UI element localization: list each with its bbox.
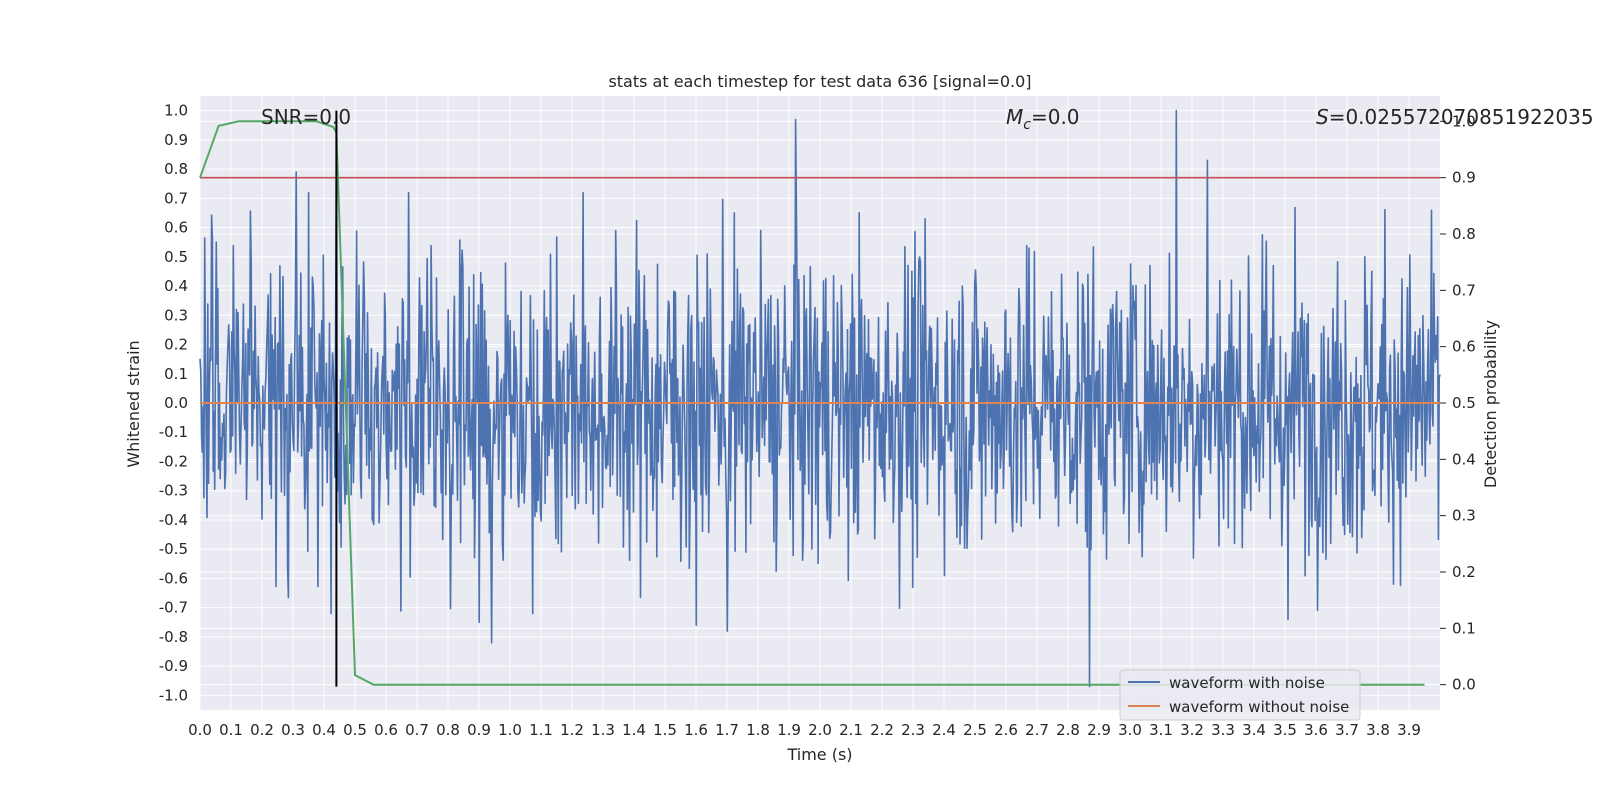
y-tick-label-left: -1.0 [159, 686, 188, 704]
series-detection-probability [199, 120, 1425, 686]
y-tick-label-left: 0.0 [164, 394, 188, 412]
y-tick-label-left: -0.2 [159, 452, 188, 470]
x-axis: 0.0 0.1 0.2 0.3 0.4 0.5 0.6 0.7 0.8 0.9 1.0 1.1 1.2 1… [188, 721, 1421, 739]
s-symbol: S [1316, 105, 1329, 129]
y-tick-label-left: 0.1 [164, 365, 188, 383]
y-tick-label-right: 0.3 [1452, 507, 1476, 525]
x-tick-label: 1.4 [622, 721, 646, 739]
legend-label-noisy: waveform with noise [1169, 674, 1325, 692]
legend-box [1119, 669, 1361, 721]
x-tick-label: 1.3 [591, 721, 615, 739]
x-tick-label: 1.7 [715, 721, 739, 739]
x-tick-label: 0.8 [436, 721, 460, 739]
x-tick-label: 1.9 [777, 721, 801, 739]
y-axis-right: 1.0 0.9 0.8 0.7 0.6 0.5 0.4 0.3 0.2 0.1 0.0 [1440, 112, 1476, 694]
x-tick-label: 0.4 [312, 721, 336, 739]
legend-label-clean: waveform without noise [1169, 698, 1349, 716]
x-tick-label: 1.5 [653, 721, 677, 739]
x-tick-label: 0.1 [219, 721, 243, 739]
y-tick-label-right: 0.7 [1452, 281, 1476, 299]
y-tick-label-left: -0.7 [159, 599, 188, 617]
x-tick-label: 0.6 [374, 721, 398, 739]
y-tick-label-right: 0.9 [1452, 169, 1476, 187]
y-tick-label-left: 0.2 [164, 336, 188, 354]
x-tick-label: 3.9 [1397, 721, 1421, 739]
x-tick-label: 2.3 [901, 721, 925, 739]
y-tick-label-left: 0.6 [164, 219, 188, 237]
chirp-mass-value: =0.0 [1031, 105, 1080, 129]
x-tick-label: 3.6 [1304, 721, 1328, 739]
y-tick-label-right: 0.1 [1452, 619, 1476, 637]
x-tick-label: 3.3 [1211, 721, 1235, 739]
y-tick-label-left: -0.1 [159, 423, 188, 441]
x-tick-label: 3.7 [1335, 721, 1359, 739]
x-tick-label: 2.0 [808, 721, 832, 739]
chart-title: stats at each timestep for test data 636… [608, 72, 1031, 91]
y-tick-label-right: 0.4 [1452, 450, 1476, 468]
x-tick-label: 1.0 [498, 721, 522, 739]
y-tick-label-left: -0.5 [159, 540, 188, 558]
chirp-mass-subscript: c [1023, 117, 1031, 133]
x-tick-label: 0.5 [343, 721, 367, 739]
x-tick-label: 0.3 [281, 721, 305, 739]
x-tick-label: 2.9 [1087, 721, 1111, 739]
x-tick-label: 2.2 [870, 721, 894, 739]
y-tick-label-left: 1.0 [164, 102, 188, 120]
y-tick-label-left: -0.3 [159, 482, 188, 500]
chirp-mass-symbol: M [1006, 105, 1023, 129]
x-tick-label: 3.5 [1273, 721, 1297, 739]
snr-annotation: SNR=0.0 [261, 105, 351, 129]
x-tick-label: 1.2 [560, 721, 584, 739]
y-tick-label-right: 0.8 [1452, 225, 1476, 243]
x-tick-label: 3.8 [1366, 721, 1390, 739]
x-tick-label: 1.6 [684, 721, 708, 739]
x-tick-label: 2.1 [839, 721, 863, 739]
y-axis-left: 1.0 0.9 0.8 0.7 0.6 0.5 0.4 0.3 0.2 0.1 0.0 -0.1 -0.… [159, 102, 188, 705]
x-tick-label: 2.5 [963, 721, 987, 739]
y-axis-left-label: Whitened strain [124, 340, 143, 467]
y-tick-label-right: 0.6 [1452, 338, 1476, 356]
x-tick-label: 1.1 [529, 721, 553, 739]
series-group [199, 109, 1441, 688]
x-tick-label: 2.7 [1025, 721, 1049, 739]
x-tick-label: 2.8 [1056, 721, 1080, 739]
y-tick-label-right: 1.0 [1452, 112, 1476, 130]
x-tick-label: 0.2 [250, 721, 274, 739]
y-tick-label-left: -0.6 [159, 569, 188, 587]
s-value: =0.025572070851922035 [1329, 105, 1594, 129]
x-tick-label: 0.0 [188, 721, 212, 739]
x-tick-label: 3.4 [1242, 721, 1266, 739]
x-tick-label: 3.2 [1180, 721, 1204, 739]
x-tick-label: 2.4 [932, 721, 956, 739]
y-tick-label-left: 0.8 [164, 160, 188, 178]
y-tick-label-right: 0.5 [1452, 394, 1476, 412]
x-tick-label: 1.8 [746, 721, 770, 739]
x-tick-label: 2.6 [994, 721, 1018, 739]
y-tick-label-left: -0.9 [159, 657, 188, 675]
x-tick-label: 0.9 [467, 721, 491, 739]
chirp-mass-annotation: Mc=0.0 [1006, 105, 1080, 133]
y-tick-label-right: 0.2 [1452, 563, 1476, 581]
y-axis-right-label: Detection probability [1481, 320, 1500, 488]
x-tick-label: 0.7 [405, 721, 429, 739]
legend: waveform with noise waveform without noi… [1119, 669, 1361, 721]
x-axis-label: Time (s) [786, 745, 852, 764]
x-tick-label: 3.0 [1118, 721, 1142, 739]
x-tick-label: 3.1 [1149, 721, 1173, 739]
s-annotation: S=0.025572070851922035 [1316, 105, 1594, 129]
y-tick-label-right: 0.0 [1452, 676, 1476, 694]
y-tick-label-left: 0.3 [164, 306, 188, 324]
series-waveform-with-noise [199, 109, 1441, 688]
y-tick-label-left: 0.5 [164, 248, 188, 266]
y-tick-label-left: -0.4 [159, 511, 188, 529]
y-tick-label-left: 0.4 [164, 277, 188, 295]
y-tick-label-left: 0.7 [164, 189, 188, 207]
y-tick-label-left: -0.8 [159, 628, 188, 646]
y-tick-label-left: 0.9 [164, 131, 188, 149]
